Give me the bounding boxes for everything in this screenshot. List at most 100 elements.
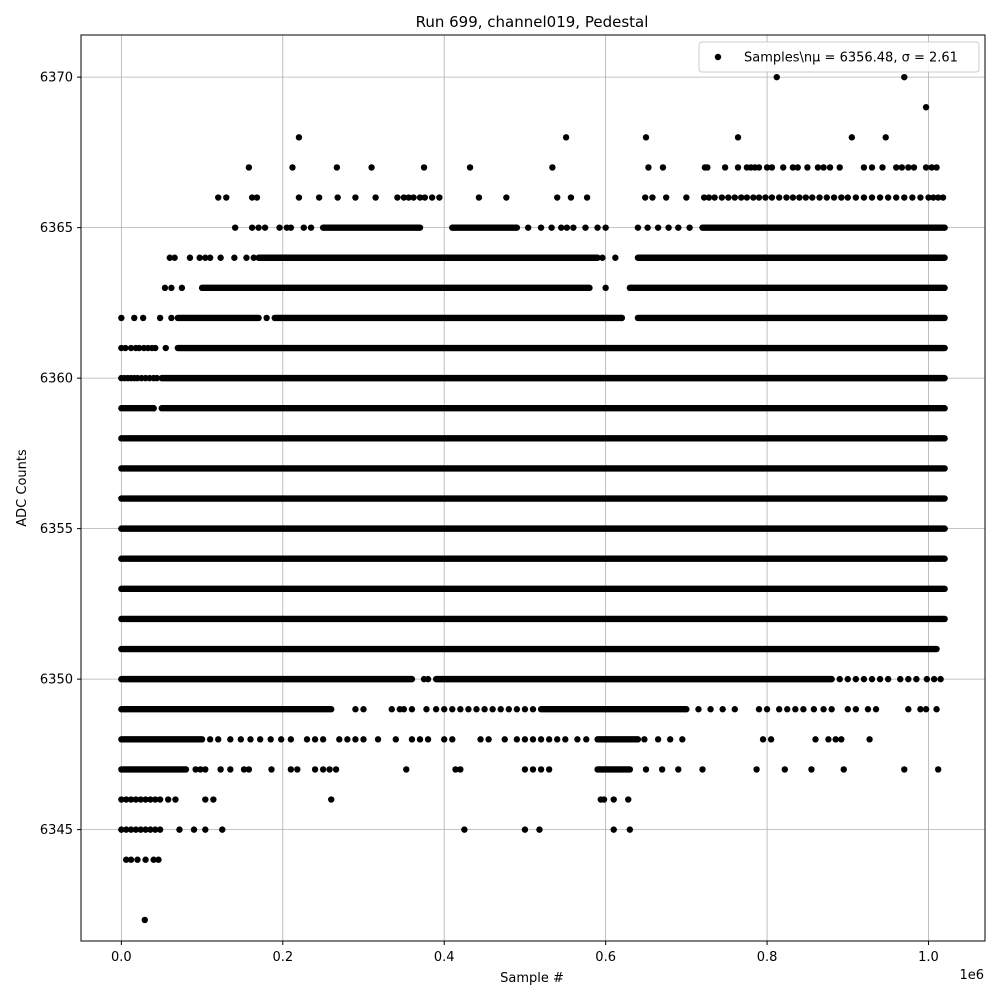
sample-point bbox=[809, 194, 816, 201]
sample-point bbox=[662, 194, 670, 201]
sample-point bbox=[868, 194, 876, 201]
sample-point bbox=[836, 164, 843, 171]
sample-point bbox=[868, 164, 876, 171]
legend-box bbox=[698, 41, 980, 73]
sample-point bbox=[319, 736, 327, 743]
sample-point bbox=[893, 194, 900, 201]
sample-point bbox=[828, 706, 835, 713]
sample-point bbox=[901, 766, 908, 773]
sample-point bbox=[127, 344, 135, 352]
sample-point bbox=[231, 224, 239, 231]
sample-point bbox=[477, 736, 484, 743]
sample-point bbox=[156, 796, 164, 803]
sample-point bbox=[599, 254, 606, 261]
sample-point bbox=[287, 736, 295, 743]
sample-point bbox=[489, 706, 496, 713]
sample-point bbox=[400, 706, 408, 713]
sample-point bbox=[153, 374, 161, 382]
sample-point bbox=[721, 164, 729, 171]
sample-point bbox=[394, 194, 401, 201]
sample-point bbox=[922, 104, 930, 111]
sample-point bbox=[933, 706, 940, 713]
sample-point bbox=[610, 826, 617, 833]
sample-point bbox=[131, 314, 138, 322]
sample-point bbox=[876, 675, 884, 683]
sample-point bbox=[800, 706, 807, 713]
x-tick-label: 0.2 bbox=[272, 950, 293, 965]
sample-point bbox=[505, 706, 512, 713]
sample-point bbox=[424, 675, 432, 683]
sample-point bbox=[416, 736, 424, 743]
sample-point bbox=[700, 194, 708, 201]
sample-point bbox=[602, 284, 609, 292]
sample-point bbox=[255, 224, 262, 231]
sample-point bbox=[840, 766, 847, 773]
sample-point bbox=[137, 826, 144, 833]
sample-point bbox=[245, 164, 253, 171]
sample-point bbox=[864, 706, 872, 713]
sample-point bbox=[820, 164, 827, 171]
sample-point bbox=[127, 826, 135, 833]
sample-point bbox=[147, 826, 154, 833]
sample-point bbox=[529, 706, 537, 713]
sample-point bbox=[768, 164, 776, 171]
sample-point bbox=[574, 736, 581, 743]
sample-point bbox=[196, 254, 203, 261]
sample-point bbox=[905, 675, 912, 683]
x-tick-label: 0.0 bbox=[111, 950, 132, 965]
sample-point bbox=[168, 284, 175, 292]
sample-point bbox=[202, 254, 209, 261]
sample-point bbox=[830, 194, 838, 201]
sample-point bbox=[796, 194, 803, 201]
sample-point bbox=[217, 766, 224, 773]
x-tick-label: 0.8 bbox=[757, 950, 778, 965]
sample-point bbox=[939, 194, 947, 201]
sample-point bbox=[513, 706, 521, 713]
sample-point bbox=[134, 856, 141, 863]
sample-point bbox=[583, 736, 590, 743]
sample-point bbox=[893, 164, 900, 171]
sample-point bbox=[360, 706, 367, 713]
sample-point bbox=[253, 194, 261, 201]
sample-point bbox=[536, 826, 543, 833]
sample-point bbox=[176, 826, 183, 833]
x-tick-label: 0.6 bbox=[595, 950, 616, 965]
sample-point bbox=[567, 194, 575, 201]
sample-point bbox=[649, 194, 656, 201]
sample-point bbox=[428, 194, 436, 201]
sample-point bbox=[352, 706, 359, 713]
sample-point bbox=[838, 736, 845, 743]
sample-point bbox=[600, 796, 608, 803]
sample-point bbox=[268, 766, 275, 773]
sample-point bbox=[276, 224, 283, 231]
sample-point bbox=[612, 254, 619, 261]
sample-point bbox=[784, 706, 791, 713]
sample-point bbox=[812, 736, 819, 743]
sample-point bbox=[844, 194, 851, 201]
sample-point bbox=[352, 736, 359, 743]
sample-point bbox=[202, 826, 209, 833]
sample-point bbox=[917, 706, 924, 713]
sample-point bbox=[884, 675, 892, 683]
sample-point bbox=[905, 706, 912, 713]
sample-point bbox=[925, 194, 932, 201]
sample-point bbox=[219, 826, 226, 833]
sample-point bbox=[852, 706, 860, 713]
y-tick-label: 6370 bbox=[40, 71, 73, 86]
sample-point bbox=[860, 194, 868, 201]
y-tick-label: 6345 bbox=[40, 823, 73, 838]
sample-point bbox=[719, 706, 726, 713]
sample-point bbox=[466, 164, 474, 171]
sample-point bbox=[808, 766, 815, 773]
sample-point bbox=[142, 796, 149, 803]
sample-point bbox=[449, 706, 456, 713]
sample-point bbox=[333, 164, 341, 171]
sample-point bbox=[267, 736, 274, 743]
sample-point bbox=[250, 254, 257, 261]
sample-point bbox=[755, 194, 763, 201]
sample-point bbox=[705, 194, 713, 201]
sample-point bbox=[718, 194, 726, 201]
sample-point bbox=[245, 766, 253, 773]
sample-point bbox=[755, 164, 763, 171]
